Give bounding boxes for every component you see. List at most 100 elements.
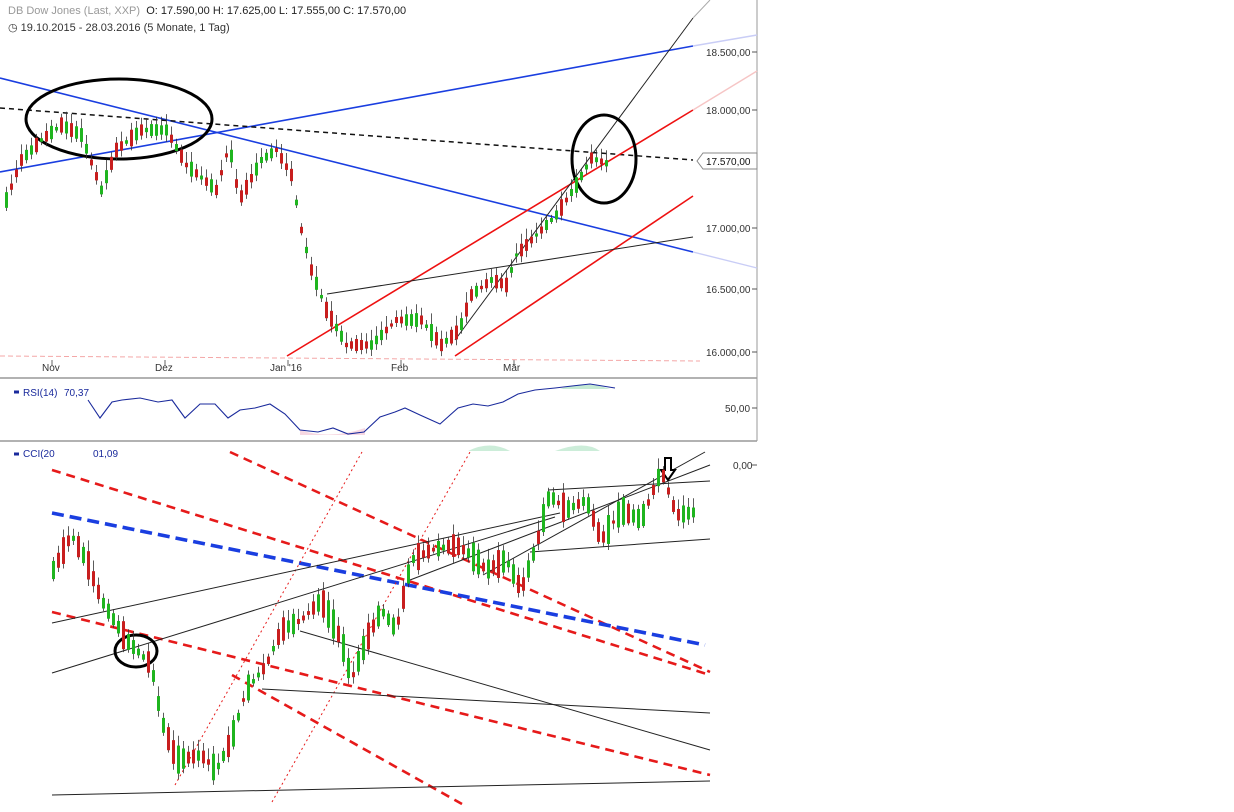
candle-body [460,318,463,331]
blue-downtrend-extension [692,251,758,269]
candle-body [377,605,380,627]
candle-body [480,285,483,290]
candle-body [440,338,443,352]
rsi-panel: RSI(14) 70,37 50,00 [14,383,757,435]
candle-body [112,613,115,626]
candle-body [590,152,593,164]
candle-body [120,141,123,151]
candle-body [657,468,660,487]
candle-body [425,324,428,328]
candle-body [482,562,485,572]
red-dashed-channel-1 [51,468,711,677]
overlay-highlight-ellipse [113,633,159,669]
cci-top-fill [468,445,600,451]
blue-dashed-trendline [51,511,706,647]
candle-body [602,531,605,543]
candle-body [257,672,260,678]
candle-body [552,492,555,505]
candle-body [637,508,640,529]
candle-body [267,656,270,665]
instrument-name: DB Dow Jones (Last, XXP) [8,5,141,17]
blue-uptrend-line [0,45,694,173]
candle-body [335,323,338,332]
candle-body [410,314,413,326]
candle-body [122,621,125,650]
candle-body [107,603,110,619]
candle-body [325,301,328,319]
candle-body [20,154,23,166]
candle-body [522,577,525,591]
candle-body [677,508,680,521]
price-tick-label: 16.000,00 [706,348,751,359]
black-line-e [529,538,711,553]
candle-body [90,159,93,166]
black-steep-trendline-extension [692,0,711,19]
rsi-value: 70,37 [64,388,89,399]
candle-body [497,550,500,578]
candle-body [535,233,538,237]
blue-uptrend-extension [692,34,758,47]
candle-body [290,168,293,182]
chart-header-ohlc: DB Dow Jones (Last, XXP) O: 17.590,00 H:… [8,5,406,17]
candle-body [205,177,208,186]
red-dotted-line-2 [271,451,471,803]
candle-body [280,153,283,164]
candle-body [647,499,650,506]
candle-body [237,712,240,721]
candle-body [110,156,113,170]
candle-body [225,153,228,158]
candle-body [127,634,130,650]
candle-body [462,545,465,555]
candle-body [245,179,248,195]
price-tick-label: 18.000,00 [706,106,751,117]
candle-body [320,294,323,299]
black-dashed-resistance [0,107,694,161]
candle-body [575,177,578,193]
candle-body [355,338,358,352]
candle-body [580,171,583,181]
candle-body [512,564,515,584]
candle-body [390,323,393,327]
candle-body [170,134,173,143]
candle-body [262,663,265,675]
candle-body [577,499,580,509]
candle-body [207,759,210,765]
black-line-h [299,630,711,751]
candle-body [165,124,168,136]
candle-body [202,750,205,764]
rsi-line [87,383,616,435]
candle-body [510,267,513,273]
candle-body [252,679,255,684]
candle-body [155,124,158,136]
candle-body [517,574,520,594]
candle-body [487,559,490,579]
candle-body [672,500,675,512]
candle-body [85,143,88,154]
candle-body [417,542,420,571]
candle-body [687,506,690,520]
candle-body [302,615,305,621]
red-dotted-line-1 [174,451,363,786]
candle-body [472,542,475,572]
candle-body [292,613,295,635]
candle-body [370,340,373,350]
candle-body [327,600,330,628]
candle-body [570,188,573,197]
candle-body [455,325,458,340]
candle-body [450,329,453,344]
candle-body [297,618,300,625]
candle-body [340,330,343,342]
candle-body [300,226,303,234]
candle-body [92,571,95,587]
candle-body [242,698,245,702]
candle-body [187,751,190,764]
candle-body [457,537,460,556]
candle-body [500,278,503,289]
candle-body [65,121,68,134]
x-axis: Nov Dez Jan '16 Feb Mär [42,360,521,374]
red-channel-upper-extension [692,70,758,111]
red-dashed-channel-3 [51,610,711,777]
candle-body [365,341,368,349]
candle-body [220,170,223,176]
